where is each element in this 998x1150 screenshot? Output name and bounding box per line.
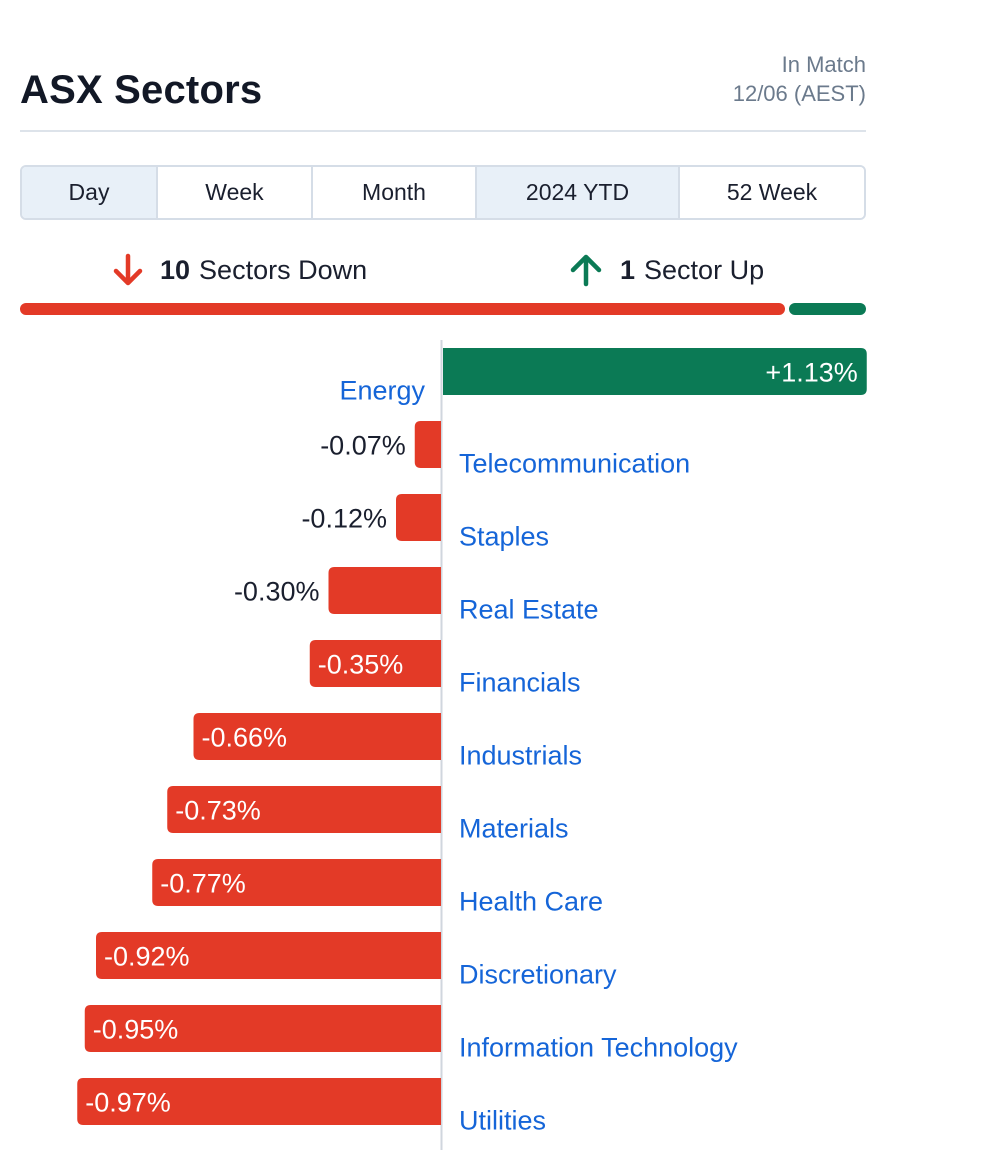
breadth-up-segment (789, 303, 866, 315)
market-status-date: 12/06 (AEST) (732, 81, 866, 106)
sector-bar (328, 567, 441, 614)
sector-bar (152, 859, 441, 906)
tab-2024-ytd[interactable]: 2024 YTD (477, 167, 680, 218)
sector-name-label[interactable]: Financials (459, 668, 581, 698)
sector-bar (77, 1078, 441, 1125)
sector-name-label[interactable]: Industrials (459, 741, 582, 771)
sector-name-label[interactable]: Information Technology (459, 1033, 738, 1063)
sector-bar (443, 348, 867, 395)
sector-value-label: -0.12% (301, 504, 387, 534)
breadth-ratio-bar (20, 303, 866, 315)
sector-bar (96, 932, 441, 979)
sectors-up-summary: 1 Sector Up (568, 250, 764, 290)
sector-name-label[interactable]: Discretionary (459, 960, 617, 990)
sector-bar (167, 786, 441, 833)
arrow-down-icon (113, 253, 143, 286)
tab-day[interactable]: Day (22, 167, 158, 218)
sector-name-label[interactable]: Materials (459, 814, 569, 844)
sector-name-label[interactable]: Real Estate (459, 595, 599, 625)
chart-header: ASX Sectors In Match 12/06 (AEST) (20, 40, 866, 132)
sector-bar-chart: +1.13% Energy -0.07% Telecommunication -0.12… (77, 340, 867, 1150)
sector-value-label: -0.66% (202, 723, 288, 753)
sector-value-label: -0.95% (93, 1015, 179, 1045)
period-tabs: Day Week Month 2024 YTD 52 Week (20, 165, 866, 220)
sectors-up-label: Sector Up (644, 254, 765, 285)
sector-value-label: -0.35% (318, 650, 404, 680)
sectors-up-count: 1 (620, 254, 636, 285)
breadth-down-segment (20, 303, 786, 315)
market-status: In Match 12/06 (AEST) (733, 50, 866, 108)
sectors-down-count: 10 (160, 254, 191, 285)
sector-value-label: -0.97% (85, 1088, 171, 1118)
sector-name-label[interactable]: Utilities (459, 1106, 546, 1136)
sector-bar (84, 1005, 441, 1052)
sector-name-label[interactable]: Telecommunication (459, 449, 690, 479)
sector-value-label: -0.07% (320, 431, 406, 461)
sector-name-label[interactable]: Staples (459, 522, 549, 552)
sector-name-label[interactable]: Health Care (459, 887, 603, 917)
sector-bar (193, 713, 441, 760)
tab-month[interactable]: Month (313, 167, 477, 218)
sector-value-label: -0.73% (175, 796, 261, 826)
sector-bar (309, 640, 441, 687)
sector-value-label: -0.77% (160, 869, 246, 899)
sector-bar (414, 421, 441, 468)
sector-value-label: -0.30% (234, 577, 320, 607)
arrow-up-icon (570, 254, 602, 287)
sector-bar (396, 494, 441, 541)
page-title: ASX Sectors (20, 68, 263, 112)
tab-52-week[interactable]: 52 Week (680, 167, 864, 218)
tab-week[interactable]: Week (158, 167, 313, 218)
sector-value-label: +1.13% (765, 358, 857, 388)
sectors-down-label: Sectors Down (199, 254, 368, 285)
market-status-label: In Match (781, 52, 866, 77)
sector-value-label: -0.92% (104, 942, 190, 972)
sector-name-label[interactable]: Energy (339, 376, 425, 406)
sectors-down-summary: 10 Sectors Down (112, 250, 367, 290)
